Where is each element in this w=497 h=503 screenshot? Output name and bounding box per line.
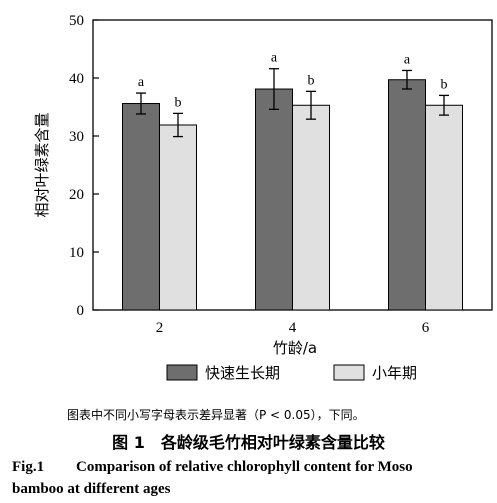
- caption-english-line2: bamboo at different ages: [12, 481, 171, 497]
- bar: [122, 103, 160, 311]
- y-tick-label: 10: [69, 245, 84, 261]
- x-tick-label: 4: [289, 320, 297, 336]
- x-tick-label: 6: [422, 320, 430, 336]
- y-tick-label: 50: [69, 13, 84, 29]
- y-tick-label: 40: [69, 71, 84, 87]
- significance-label: a: [271, 51, 278, 66]
- y-tick-label: 30: [69, 129, 84, 145]
- legend: 快速生长期 小年期: [166, 364, 417, 382]
- significance-label: b: [441, 77, 448, 92]
- caption-chinese: 图 1 各龄级毛竹相对叶绿素含量比较: [112, 433, 385, 452]
- bar: [388, 79, 426, 311]
- legend-label: 小年期: [372, 364, 417, 382]
- bar: [159, 124, 197, 311]
- caption-english: Fig.1 Comparison of relative chlorophyll …: [12, 456, 492, 500]
- legend-swatch: [166, 364, 198, 381]
- significance-label: b: [175, 95, 182, 110]
- bar: [425, 104, 463, 311]
- bar: [255, 88, 293, 311]
- bars: a b a b a b: [122, 51, 463, 311]
- tick-labels: 0 10 20 30 40 50 2 4 6: [69, 13, 430, 336]
- x-axis-title: 竹龄/a: [273, 339, 317, 357]
- significance-label: a: [404, 52, 411, 67]
- x-tick-label: 2: [156, 320, 164, 336]
- chart-note: 图表中不同小写字母表示差异显著（P < 0.05），下同。: [67, 408, 365, 422]
- legend-label: 快速生长期: [205, 364, 280, 382]
- y-axis-title: 相对叶绿素含量: [33, 112, 51, 217]
- caption-english-line1: Comparison of relative chlorophyll conte…: [76, 459, 413, 475]
- significance-label: b: [308, 73, 315, 88]
- significance-label: a: [138, 75, 145, 90]
- bar-chart: a b a b a b 0 10 20 30 40 50 2 4 6 相对叶绿素含量 竹龄/a 快速生长期…: [33, 13, 493, 382]
- legend-swatch: [333, 364, 365, 381]
- y-tick-label: 0: [77, 303, 85, 319]
- bar: [292, 104, 330, 311]
- y-tick-label: 20: [69, 187, 84, 203]
- caption-figure-number: Fig.1: [12, 459, 45, 475]
